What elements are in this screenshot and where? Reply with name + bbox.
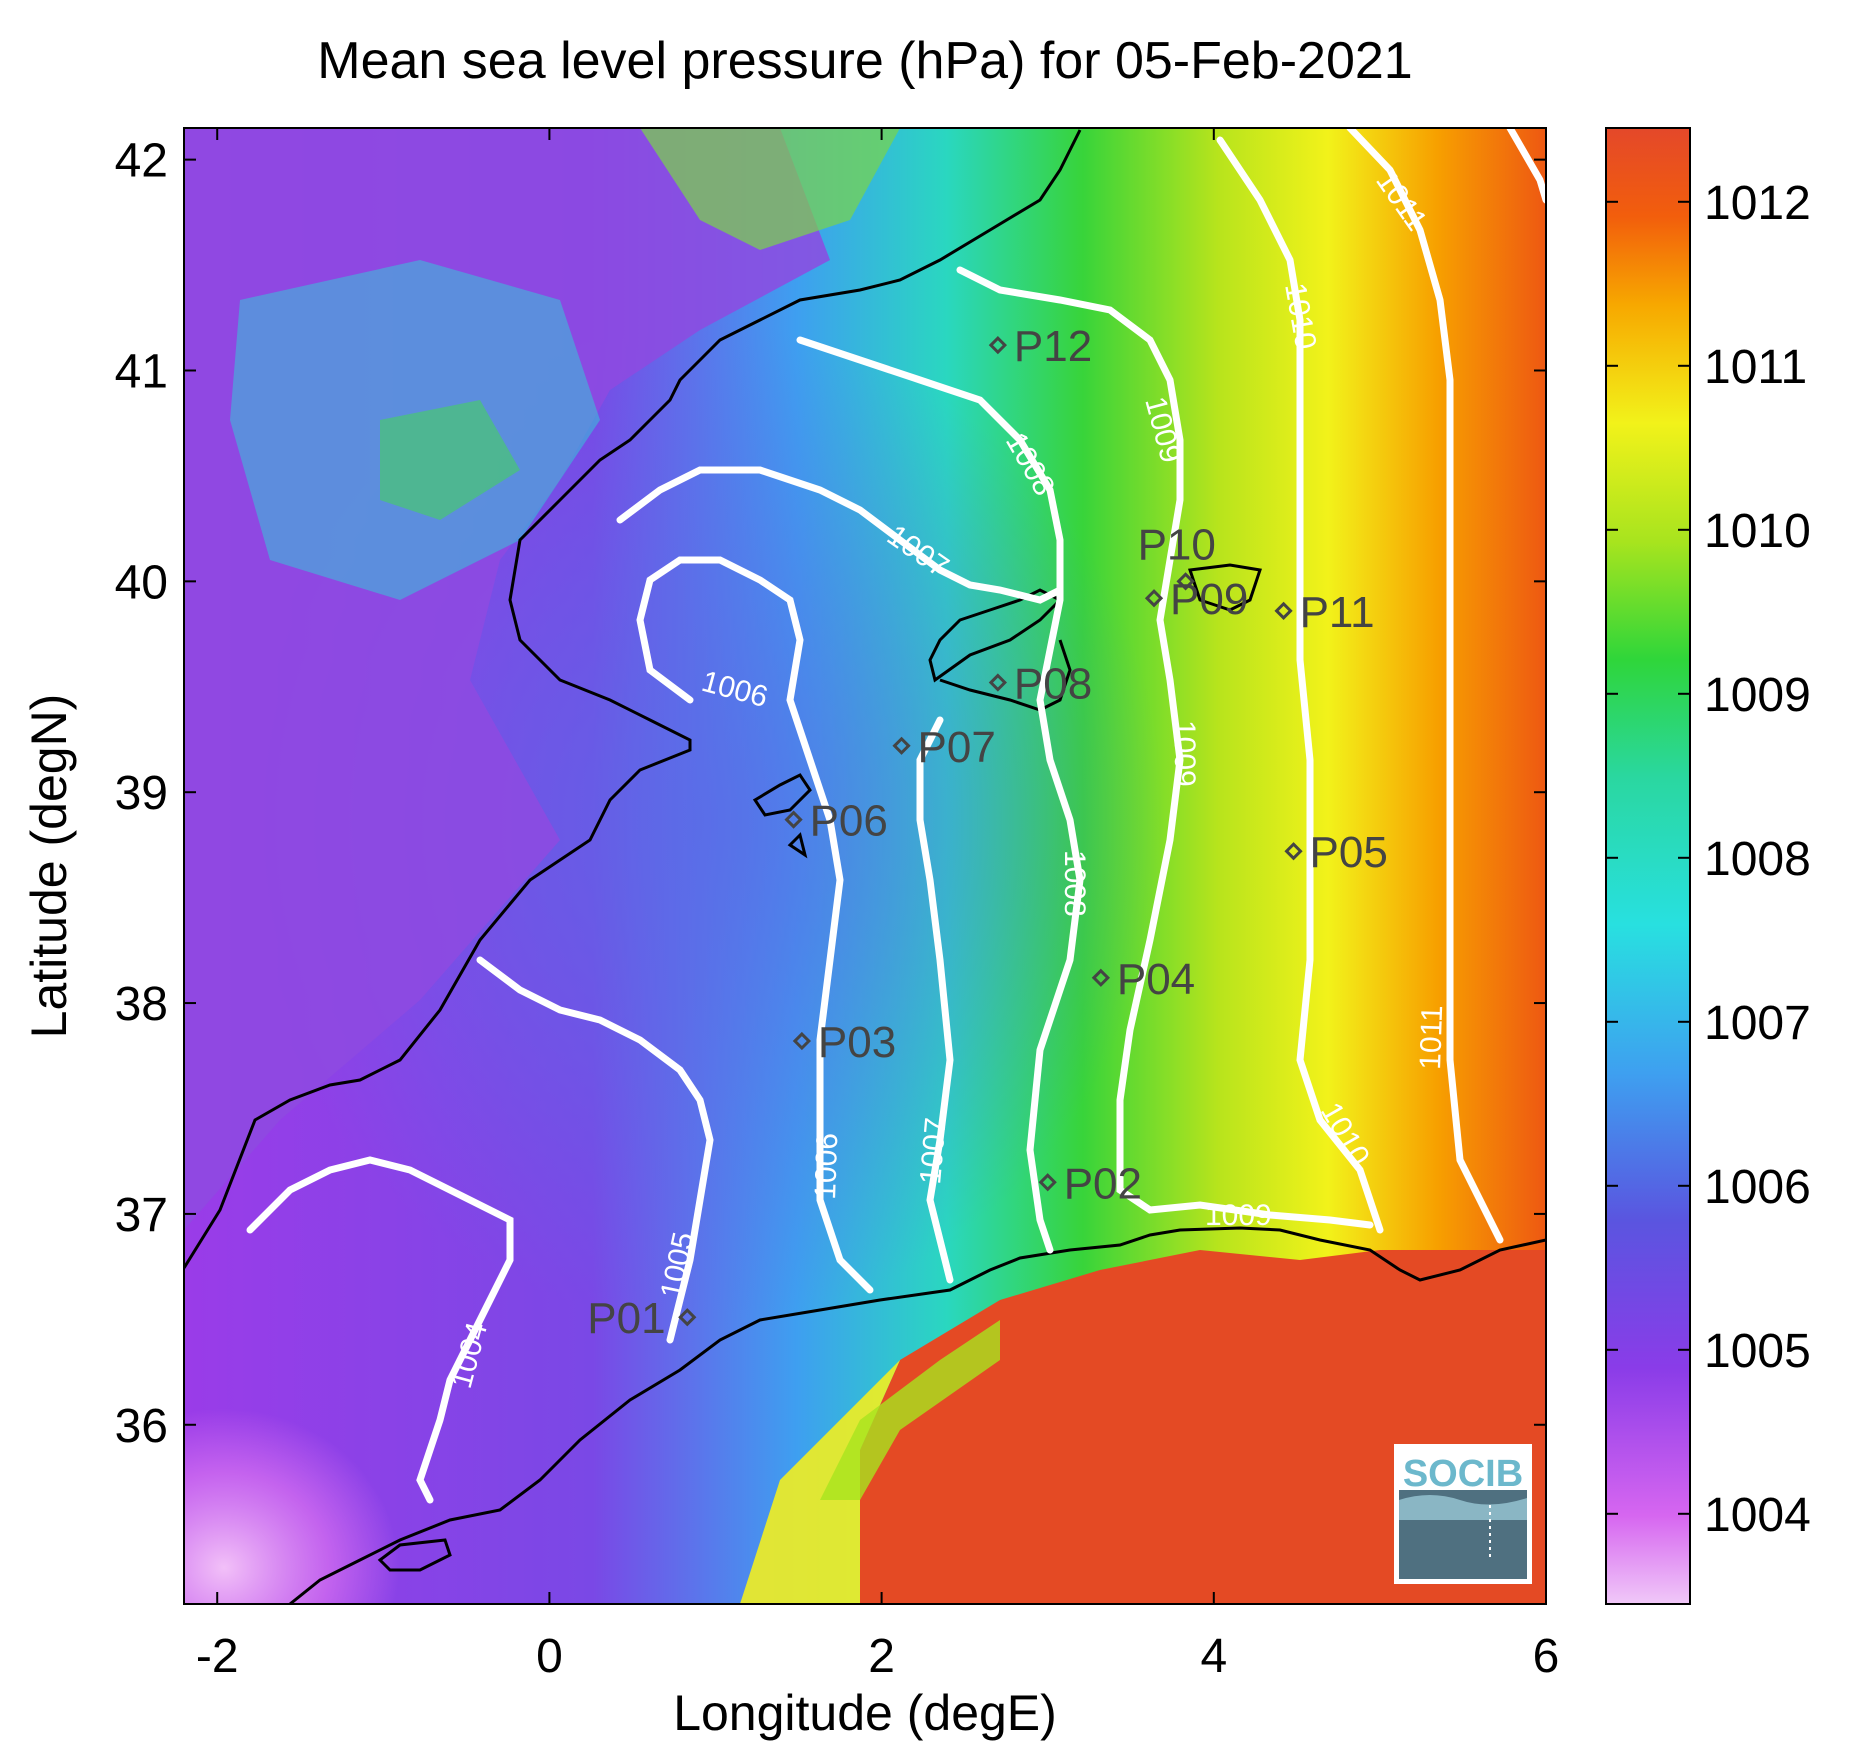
station-marker bbox=[1091, 968, 1110, 987]
y-tick-label: 36 bbox=[115, 1400, 168, 1453]
station-marker bbox=[1144, 589, 1164, 608]
colorbar-tick-label: 1009 bbox=[1704, 669, 1811, 722]
colorbar-tick-label: 1006 bbox=[1704, 1161, 1811, 1214]
contour-label: 1007 bbox=[914, 1116, 953, 1185]
x-tick-label: 4 bbox=[1200, 1630, 1227, 1683]
isobar-1010 bbox=[1216, 136, 1384, 1234]
colorbar-tick-label: 1007 bbox=[1704, 997, 1811, 1050]
station-marker bbox=[1274, 601, 1293, 620]
station-label: P06 bbox=[810, 797, 888, 846]
station-label: P09 bbox=[1170, 575, 1248, 624]
isobar-1006 bbox=[636, 556, 874, 1294]
y-tick-label: 40 bbox=[115, 556, 168, 609]
station-label: P05 bbox=[1310, 828, 1388, 877]
station-label: P08 bbox=[1014, 660, 1092, 709]
x-tick-label: 6 bbox=[1533, 1630, 1560, 1683]
y-axis-label: Latitude (degN) bbox=[21, 694, 77, 1039]
isobar-1008 bbox=[796, 336, 1084, 1254]
contour-label: 1006 bbox=[809, 1132, 844, 1200]
colorbar-ticks: 1004 1005 1006 1007 1008 1009 1010 1011 1012 bbox=[1606, 177, 1811, 1542]
station-markers: P01 P02 P03 P04 P05 P06 P07 P08 P09 P10 P11 P12 bbox=[587, 322, 1388, 1343]
isobars bbox=[246, 128, 1546, 1504]
station-label: P01 bbox=[587, 1294, 665, 1343]
socib-logo: SOCIB bbox=[1394, 1444, 1532, 1584]
station-label: P02 bbox=[1064, 1159, 1142, 1208]
plot-frame bbox=[183, 127, 1547, 1605]
y-tick-label: 41 bbox=[115, 345, 168, 398]
pressure-field bbox=[184, 128, 1546, 1604]
isobar-1007b bbox=[916, 716, 954, 1284]
colorbar bbox=[1605, 127, 1691, 1605]
station-marker bbox=[792, 1031, 812, 1051]
station-label: P11 bbox=[1300, 588, 1375, 637]
x-tick-label: -2 bbox=[196, 1630, 239, 1683]
colorbar-tick-label: 1004 bbox=[1704, 1489, 1811, 1542]
isobar-1007a bbox=[616, 466, 1064, 604]
contour-label: 1008 bbox=[1058, 850, 1091, 917]
y-tick-label: 38 bbox=[115, 978, 168, 1031]
colorbar-tick-label: 1005 bbox=[1704, 1325, 1811, 1378]
station-marker bbox=[988, 336, 1008, 355]
isobar-1009 bbox=[956, 266, 1374, 1229]
y-tick-label: 37 bbox=[115, 1189, 168, 1242]
station-label: P10 bbox=[1138, 520, 1216, 569]
station-marker bbox=[892, 736, 911, 755]
colorbar-tick-label: 1010 bbox=[1704, 505, 1811, 558]
x-tick-label: 2 bbox=[868, 1630, 895, 1683]
x-axis: -2 0 2 4 6 bbox=[196, 128, 1559, 1683]
station-marker bbox=[784, 810, 803, 829]
station-label: P12 bbox=[1014, 322, 1092, 371]
station-label: P03 bbox=[818, 1018, 896, 1067]
station-label: P04 bbox=[1117, 955, 1195, 1004]
colorbar-tick-label: 1011 bbox=[1704, 341, 1807, 394]
colorbar-tick-label: 1012 bbox=[1704, 177, 1811, 230]
chart-title: Mean sea level pressure (hPa) for 05-Feb… bbox=[317, 32, 1412, 90]
station-marker bbox=[988, 673, 1008, 692]
isobar-1011a bbox=[1346, 128, 1504, 1244]
isobar-1011b bbox=[1506, 128, 1546, 204]
station-marker bbox=[1176, 572, 1195, 591]
station-marker bbox=[1038, 1173, 1057, 1192]
y-axis: 36 37 38 39 40 41 42 bbox=[115, 135, 1546, 1453]
isobar-1004 bbox=[246, 1156, 514, 1504]
station-marker bbox=[678, 1308, 697, 1327]
logo-text: SOCIB bbox=[1403, 1453, 1523, 1495]
y-tick-label: 42 bbox=[115, 135, 168, 188]
colorbar-tick-label: 1008 bbox=[1704, 833, 1811, 886]
x-tick-label: 0 bbox=[536, 1630, 563, 1683]
contour-label: 1009 bbox=[1205, 1199, 1272, 1232]
x-axis-label: Longitude (degE) bbox=[673, 1685, 1057, 1741]
isobar-1005 bbox=[476, 956, 714, 1344]
station-marker bbox=[1284, 842, 1303, 861]
contour-label: 1009 bbox=[1168, 720, 1201, 787]
contour-label: 1011 bbox=[1414, 1005, 1449, 1071]
station-label: P07 bbox=[918, 723, 996, 772]
y-tick-label: 39 bbox=[115, 767, 168, 820]
